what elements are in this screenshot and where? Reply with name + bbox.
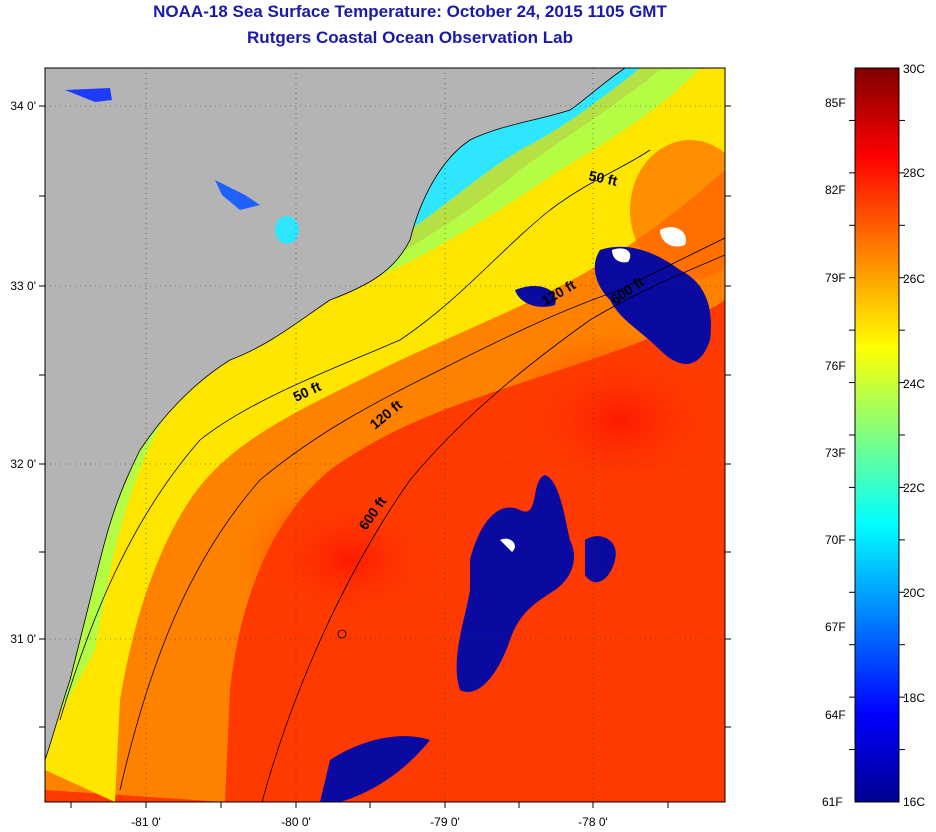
- cb-f-label: 67F: [825, 620, 846, 634]
- lon-label: -80 0': [281, 815, 311, 829]
- axis-ticks: [39, 105, 731, 808]
- lon-label: -78 0': [578, 815, 608, 829]
- contour-marker: [337, 629, 347, 639]
- lon-label: -79 0': [430, 815, 460, 829]
- cb-f-label: 82F: [825, 183, 846, 197]
- isobath-600ft: [261, 254, 725, 802]
- cb-f-label: 61F: [822, 795, 843, 809]
- coastline: [45, 68, 626, 761]
- colorbar-ticks: [849, 119, 905, 751]
- contour-label-50ft-north: 50 ft: [587, 167, 619, 189]
- lat-label: 32 0': [10, 457, 36, 471]
- cloud-mask: [320, 736, 430, 802]
- cb-f-label: 76F: [825, 359, 846, 373]
- inland-lake: [215, 180, 260, 210]
- cloud-white: [660, 227, 686, 247]
- cloud-white: [612, 248, 631, 263]
- isobath-120ft: [119, 237, 725, 791]
- colorbar: [854, 67, 900, 803]
- land-mass: [45, 68, 625, 760]
- cb-c-label: 24C: [903, 377, 926, 391]
- shelf-orange-band: [45, 160, 725, 802]
- lat-label: 34 0': [10, 99, 36, 113]
- nearshore-yellow-band: [45, 68, 725, 802]
- warm-eddy: [240, 480, 460, 640]
- cb-f-label: 85F: [825, 96, 846, 110]
- cb-f-label: 70F: [825, 533, 846, 547]
- cloud-mask: [456, 475, 575, 692]
- title-line-1: NOAA-18 Sea Surface Temperature: October…: [153, 2, 667, 21]
- graticule: [45, 68, 725, 802]
- cb-c-label: 22C: [903, 481, 926, 495]
- map-image: [45, 68, 725, 802]
- cb-c-label: 28C: [903, 166, 926, 180]
- cb-c-label: 16C: [903, 795, 926, 809]
- cb-c-label: 20C: [903, 586, 926, 600]
- cb-f-label: 79F: [825, 271, 846, 285]
- cb-c-label: 30C: [903, 62, 926, 76]
- cloud-mask: [594, 246, 711, 364]
- map-frame: [44, 67, 726, 803]
- cb-c-label: 26C: [903, 272, 926, 286]
- cb-f-label: 64F: [825, 708, 846, 722]
- warm-eddy: [630, 140, 725, 280]
- lat-label: 31 0': [10, 632, 36, 646]
- lat-label: 33 0': [10, 279, 36, 293]
- lon-label: -81 0': [131, 815, 161, 829]
- cloud-mask: [585, 536, 616, 583]
- inland-lake: [275, 216, 299, 244]
- cb-f-label: 73F: [825, 446, 846, 460]
- isobath-50ft: [59, 149, 651, 721]
- cb-c-label: 18C: [903, 691, 926, 705]
- inland-lake: [65, 88, 112, 102]
- cloud-mask: [515, 285, 556, 307]
- title-line-2: Rutgers Coastal Ocean Observation Lab: [247, 28, 573, 47]
- warm-eddy: [490, 330, 725, 510]
- cloud-white: [500, 538, 515, 552]
